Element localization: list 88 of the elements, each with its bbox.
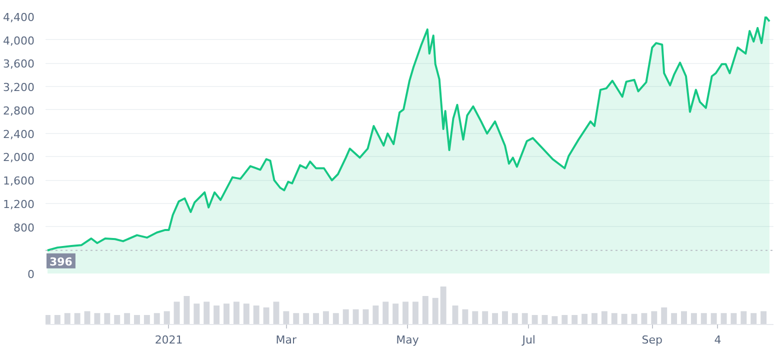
bar xyxy=(740,311,747,324)
bar xyxy=(382,302,389,324)
bar xyxy=(661,307,668,324)
bar xyxy=(402,302,409,324)
bar xyxy=(690,313,697,324)
bar xyxy=(760,311,767,324)
bar xyxy=(710,313,717,324)
ref-line-label: 396 xyxy=(50,255,73,268)
bar xyxy=(592,313,598,324)
y-tick-label: 2,400 xyxy=(3,128,35,141)
bar xyxy=(233,302,240,324)
bar xyxy=(164,311,170,324)
y-tick-label: 3,200 xyxy=(3,81,35,94)
y-tick-label: 4,400 xyxy=(3,11,35,24)
bar xyxy=(700,313,707,324)
x-tick-label: 4 xyxy=(714,334,722,346)
bar xyxy=(750,313,757,324)
bar xyxy=(432,298,438,324)
bar xyxy=(601,311,608,324)
x-tick-label: Mar xyxy=(276,334,298,346)
bar xyxy=(472,311,478,324)
y-tick-label: 3,600 xyxy=(3,58,35,71)
bar xyxy=(611,313,618,324)
bar xyxy=(144,315,150,324)
y-tick-label: 1,200 xyxy=(3,198,35,211)
bar xyxy=(352,309,359,324)
y-tick-label: 2,000 xyxy=(3,151,35,164)
bar xyxy=(94,313,100,324)
y-tick-label: 2,800 xyxy=(3,104,35,118)
x-tick-label: Jul xyxy=(521,334,536,346)
bar xyxy=(104,313,110,324)
bar xyxy=(224,304,230,324)
x-tick-label: May xyxy=(396,334,420,346)
bar xyxy=(124,313,130,324)
bar xyxy=(263,307,270,324)
bar xyxy=(372,306,379,324)
bar xyxy=(154,313,160,324)
bar xyxy=(422,296,428,324)
bar xyxy=(174,302,180,324)
bar xyxy=(283,311,290,324)
bar xyxy=(562,315,568,324)
bar xyxy=(322,311,329,324)
bar xyxy=(582,314,588,324)
bar xyxy=(552,316,558,324)
bar xyxy=(114,315,120,324)
bar xyxy=(332,313,339,324)
bar xyxy=(412,302,418,324)
bar xyxy=(293,313,300,324)
bar xyxy=(64,313,70,324)
y-tick-label: 1,600 xyxy=(3,174,35,188)
bar xyxy=(452,306,458,324)
bar xyxy=(512,313,518,324)
bar xyxy=(134,315,140,324)
bar xyxy=(671,313,678,324)
bar xyxy=(572,315,578,324)
bar xyxy=(84,311,90,324)
bar xyxy=(462,309,468,324)
x-tick-label: Sep xyxy=(642,334,663,346)
bar xyxy=(502,311,508,324)
x-tick-label: 2021 xyxy=(154,334,183,346)
bar xyxy=(74,313,80,324)
bar xyxy=(342,309,349,324)
y-tick-label: 800 xyxy=(14,221,35,234)
bar xyxy=(492,313,498,324)
bar xyxy=(214,306,220,324)
y-tick-label: 4,000 xyxy=(3,34,35,48)
bar xyxy=(681,311,687,324)
bar xyxy=(273,302,280,324)
bar xyxy=(204,302,210,324)
bar xyxy=(641,313,648,324)
bar xyxy=(184,296,190,324)
bar xyxy=(532,315,538,324)
bar xyxy=(253,306,260,324)
y-tick-label: 0 xyxy=(28,268,34,281)
bar xyxy=(651,311,658,324)
bar xyxy=(482,311,488,324)
bar xyxy=(303,313,310,324)
bar xyxy=(243,304,250,324)
bar xyxy=(440,286,446,324)
bar xyxy=(313,313,319,324)
bar xyxy=(730,313,737,324)
bar xyxy=(392,304,399,324)
bar xyxy=(194,304,200,324)
bar xyxy=(621,314,628,324)
bar xyxy=(720,313,727,324)
bar xyxy=(522,313,528,324)
bar xyxy=(54,315,60,324)
bar xyxy=(46,315,50,324)
